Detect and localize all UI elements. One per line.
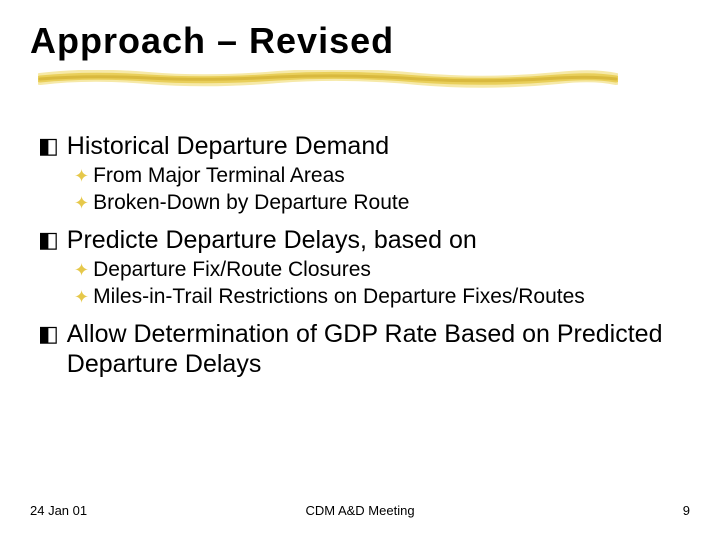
slide-title: Approach – Revised	[30, 20, 690, 62]
square-bullet-icon: ◧	[38, 225, 59, 255]
diamond-bullet-icon: ✦	[74, 190, 89, 216]
diamond-bullet-icon: ✦	[74, 163, 89, 189]
bullet-level2: ✦ Miles-in-Trail Restrictions on Departu…	[38, 284, 690, 310]
bullet-level1-text: Historical Departure Demand	[67, 131, 389, 161]
slide-footer: 24 Jan 01 CDM A&D Meeting 9	[30, 503, 690, 518]
footer-date: 24 Jan 01	[30, 503, 87, 518]
bullet-level2: ✦ Departure Fix/Route Closures	[38, 257, 690, 283]
bullet-level1: ◧ Historical Departure Demand	[38, 131, 690, 161]
bullet-level2-text: From Major Terminal Areas	[93, 163, 345, 189]
diamond-bullet-icon: ✦	[74, 284, 89, 310]
square-bullet-icon: ◧	[38, 319, 59, 349]
square-bullet-icon: ◧	[38, 131, 59, 161]
bullet-level2-text: Departure Fix/Route Closures	[93, 257, 371, 283]
title-underline	[38, 70, 618, 88]
slide: Approach – Revised ◧ Historical Departur…	[0, 0, 720, 540]
bullet-level2-text: Broken-Down by Departure Route	[93, 190, 409, 216]
bullet-level1: ◧ Predicte Departure Delays, based on	[38, 225, 690, 255]
bullet-level1-text: Predicte Departure Delays, based on	[67, 225, 477, 255]
bullet-level2-text: Miles-in-Trail Restrictions on Departure…	[93, 284, 585, 310]
spacer	[38, 217, 690, 225]
bullet-level1: ◧ Allow Determination of GDP Rate Based …	[38, 319, 690, 379]
bullet-level1-text: Allow Determination of GDP Rate Based on…	[67, 319, 690, 379]
footer-meeting: CDM A&D Meeting	[305, 503, 414, 518]
footer-page-number: 9	[683, 503, 690, 518]
slide-content: ◧ Historical Departure Demand ✦ From Maj…	[30, 131, 690, 379]
spacer	[38, 311, 690, 319]
bullet-level2: ✦ Broken-Down by Departure Route	[38, 190, 690, 216]
diamond-bullet-icon: ✦	[74, 257, 89, 283]
bullet-level2: ✦ From Major Terminal Areas	[38, 163, 690, 189]
